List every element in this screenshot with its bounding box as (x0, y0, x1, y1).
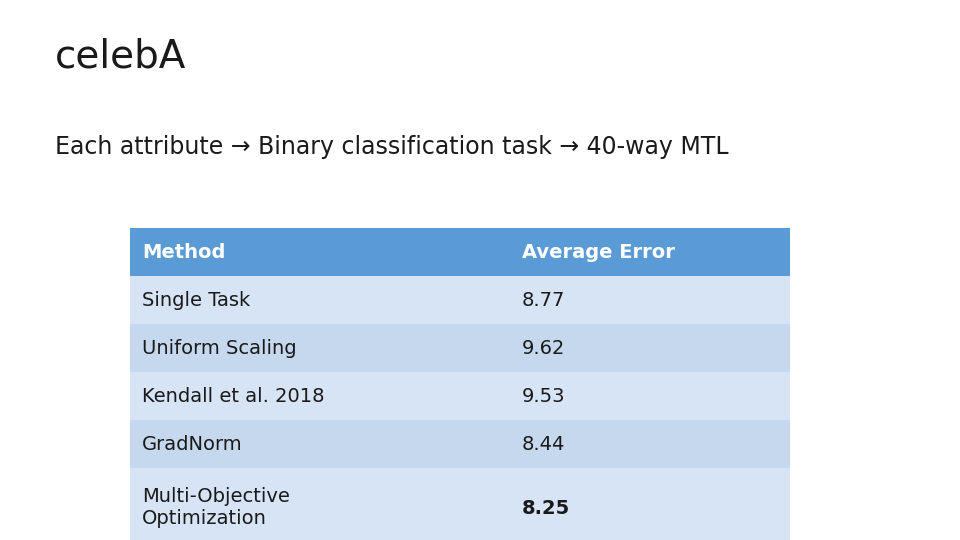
Text: celebA: celebA (55, 38, 186, 76)
Text: GradNorm: GradNorm (142, 435, 243, 454)
Text: Multi-Objective
Optimization: Multi-Objective Optimization (142, 488, 290, 529)
Text: 9.62: 9.62 (522, 339, 565, 357)
Text: Each attribute → Binary classification task → 40-way MTL: Each attribute → Binary classification t… (55, 135, 729, 159)
Text: Kendall et al. 2018: Kendall et al. 2018 (142, 387, 324, 406)
Text: Method: Method (142, 242, 226, 261)
Text: Uniform Scaling: Uniform Scaling (142, 339, 297, 357)
Text: 8.44: 8.44 (522, 435, 565, 454)
Text: 9.53: 9.53 (522, 387, 565, 406)
Text: 8.77: 8.77 (522, 291, 565, 309)
Text: Average Error: Average Error (522, 242, 675, 261)
Text: 8.25: 8.25 (522, 498, 570, 517)
Text: Single Task: Single Task (142, 291, 251, 309)
